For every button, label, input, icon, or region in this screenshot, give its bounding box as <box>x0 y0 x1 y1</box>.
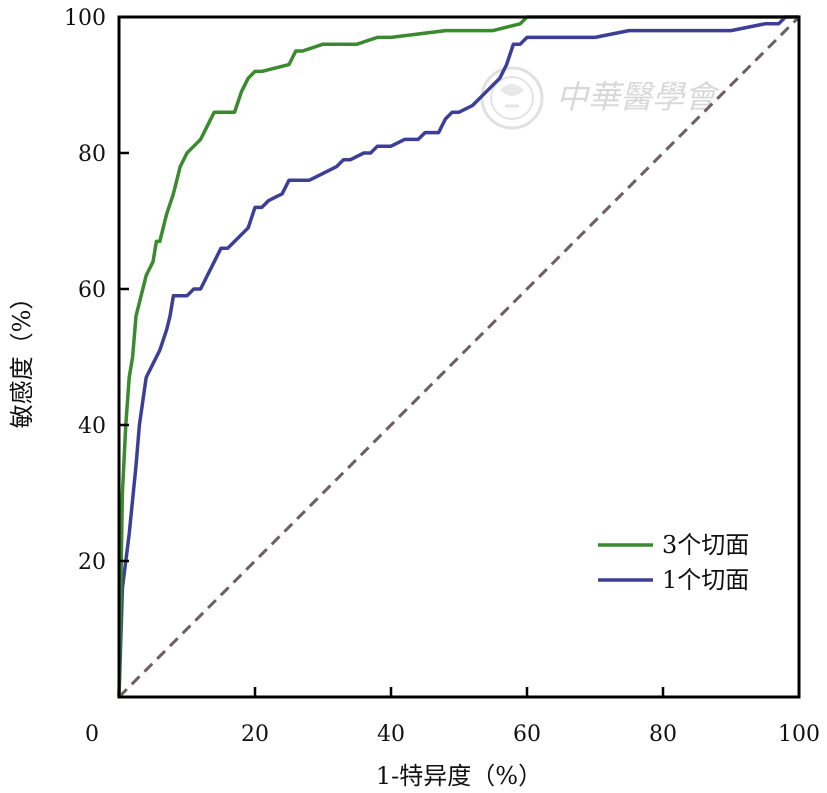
y-axis-title: 敏感度（%） <box>8 286 36 429</box>
y-tick-label: 20 <box>78 550 106 575</box>
legend-label-1-view: 1个切面 <box>662 566 749 594</box>
x-tick-label: 80 <box>649 722 677 747</box>
x-tick-label: 60 <box>513 722 541 747</box>
y-tick-label: 60 <box>78 278 106 303</box>
y-tick-label: 100 <box>64 6 106 31</box>
y-tick-label: 40 <box>78 414 106 439</box>
series-line-1-view <box>117 15 799 698</box>
x-tick-label: 20 <box>241 722 269 747</box>
watermark-logo <box>480 66 544 130</box>
x-tick-label: 0 <box>85 722 99 747</box>
series-line-3-views <box>117 15 799 698</box>
x-axis-title: 1-特异度（%） <box>376 762 542 790</box>
tick-layer: 0 20 40 60 80 100 20 40 60 80 100 <box>64 6 820 747</box>
y-tick-label: 80 <box>78 142 106 167</box>
x-tick-label: 40 <box>377 722 405 747</box>
plot-frame <box>117 15 801 699</box>
x-tick-label: 100 <box>778 722 820 747</box>
legend-label-3-views: 3个切面 <box>662 531 749 559</box>
reference-diagonal-line <box>117 15 801 699</box>
series-layer <box>117 15 801 699</box>
legend: 3个切面 1个切面 <box>598 531 749 594</box>
watermark-text: 中華醫學會 <box>556 78 720 116</box>
